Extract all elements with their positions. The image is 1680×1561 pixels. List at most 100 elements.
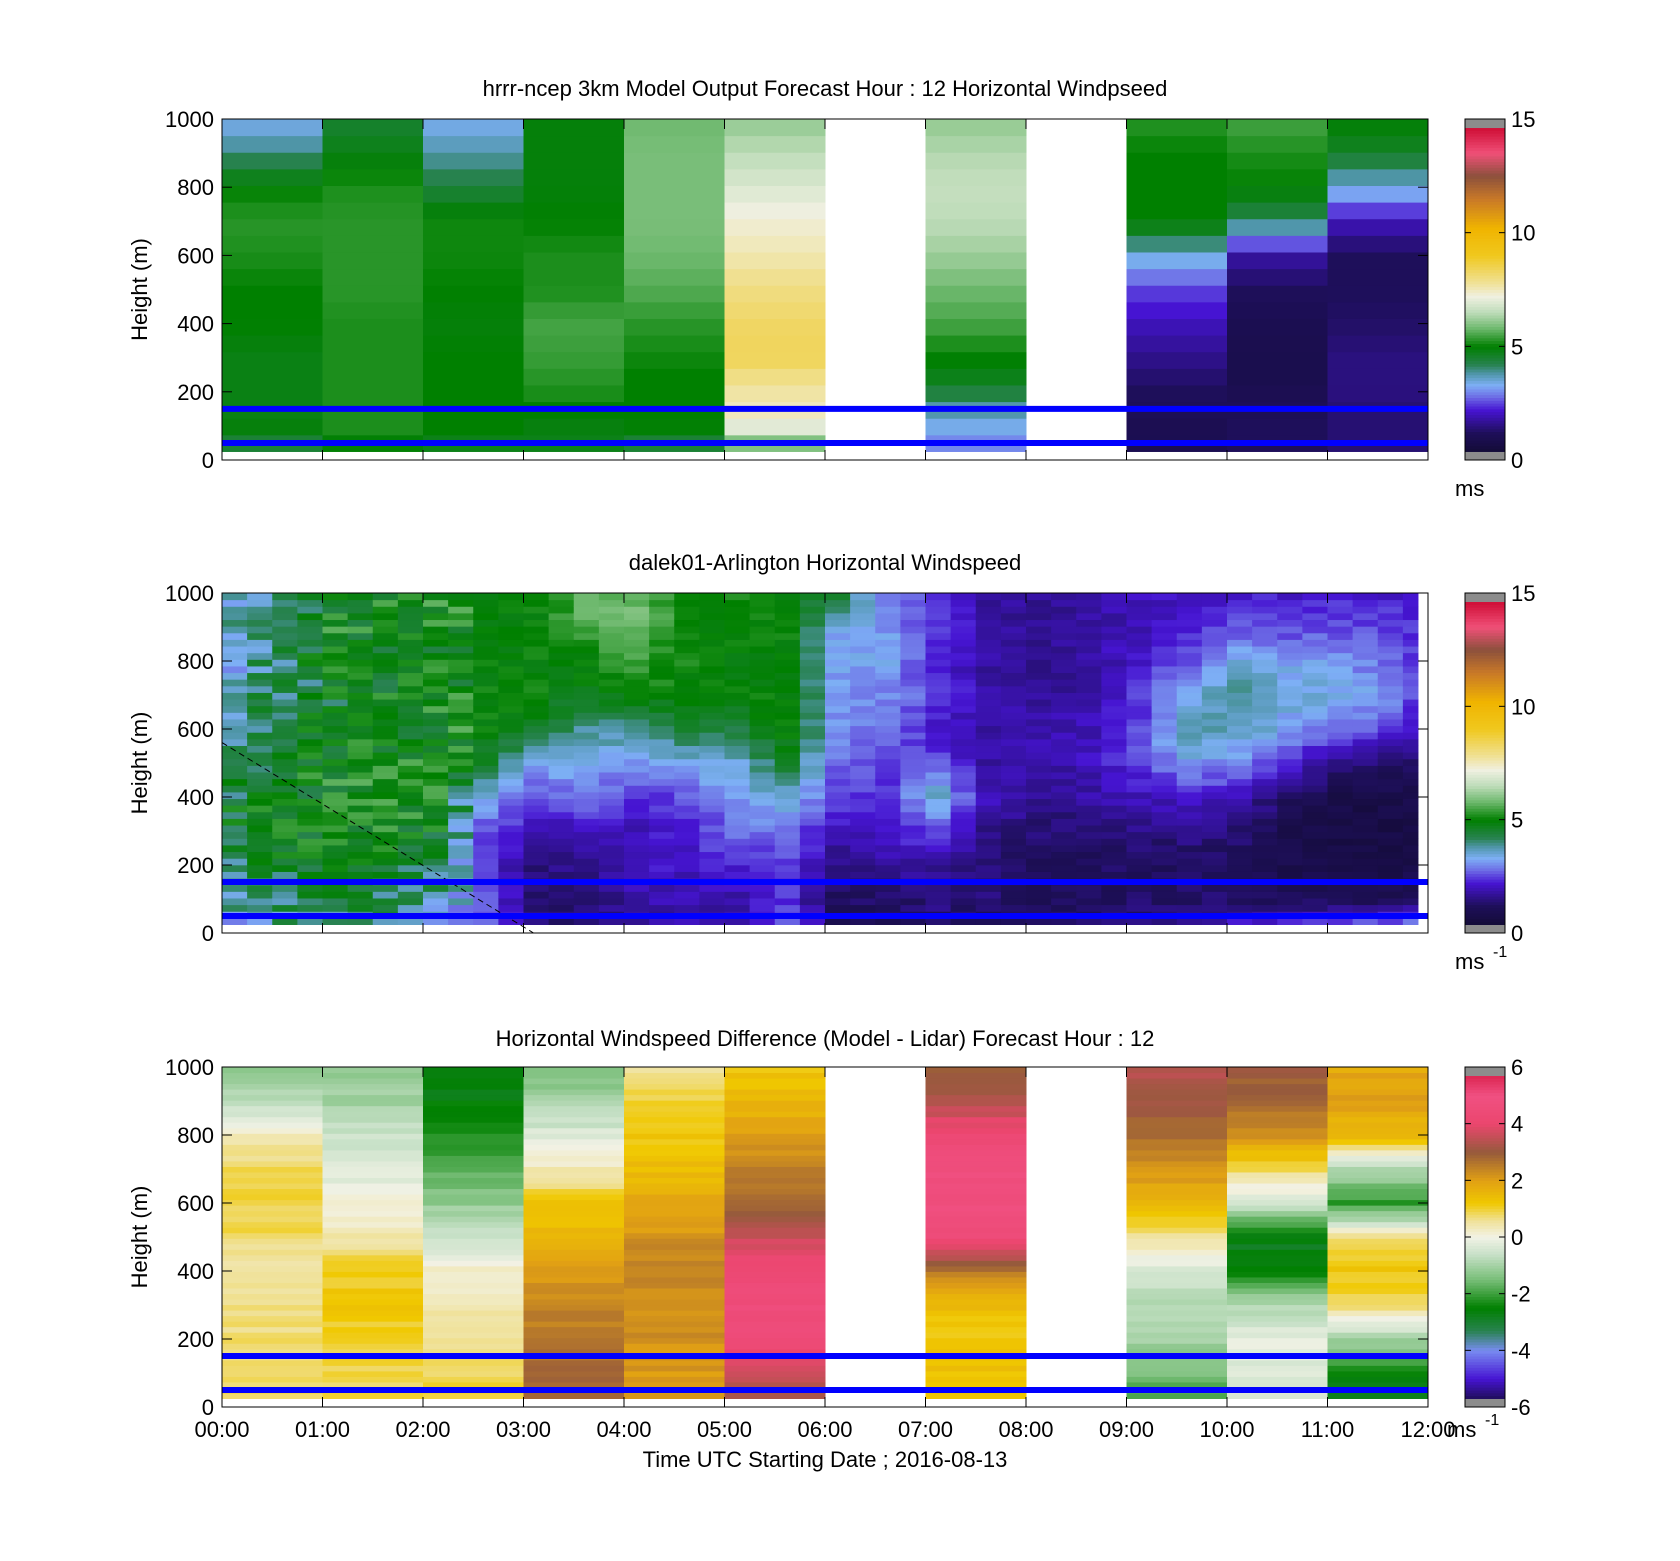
heatmap-cell [850,646,876,654]
heatmap-cell [875,593,901,601]
heatmap-cell [1126,1265,1228,1272]
heatmap-cell [1026,593,1052,601]
heatmap-cell [624,632,650,640]
colorbar-segment [1465,255,1505,259]
colorbar-segment [1465,303,1505,308]
heatmap-cell [925,606,952,614]
heatmap-cell [423,1072,524,1079]
heatmap-cell [624,1232,725,1239]
heatmap-cell [272,871,298,879]
heatmap-cell [925,1343,1027,1350]
heatmap-cell [372,639,399,647]
heatmap-cell [1101,692,1127,700]
heatmap-cell [247,619,273,627]
heatmap-cell [1201,593,1228,601]
x-tick-label: 07:00 [898,1417,953,1442]
colorbar-segment [1465,298,1505,302]
heatmap-cell [1126,301,1228,319]
heatmap-cell [222,1315,323,1322]
heatmap-cell [322,1326,424,1333]
y-tick-label: 200 [177,380,214,405]
heatmap-cell [900,699,926,707]
heatmap-cell [423,851,449,859]
heatmap-cell [850,672,876,680]
heatmap-cell [598,646,625,654]
heatmap-cell [222,335,323,353]
heatmap-cell [222,818,248,826]
heatmap-cell [523,904,550,912]
heatmap-cell [1201,685,1228,693]
heatmap-cell [774,732,801,740]
colorbar-segment [1465,374,1505,379]
heatmap-cell [724,712,751,720]
heatmap-cell [1227,1332,1328,1339]
heatmap-cell [925,904,952,912]
heatmap-cell [423,1122,524,1129]
heatmap-cell [322,851,349,859]
heatmap-cell [1176,805,1203,813]
heatmap-cell [222,1227,323,1234]
heatmap-cell [1126,1183,1228,1190]
heatmap-cell [347,725,374,733]
heatmap-cell [498,659,524,667]
heatmap-cell [1126,752,1153,760]
colorbar-segment [1465,1248,1505,1252]
heatmap-cell [523,619,550,627]
heatmap-cell [1126,1260,1228,1267]
heatmap-cell [573,599,600,607]
heatmap-cell [900,851,926,859]
heatmap-cell [372,891,399,899]
colorbar-segment [1465,1324,1505,1329]
heatmap-cell [749,838,776,846]
heatmap-cell [1101,699,1127,707]
heatmap-cell [498,758,524,766]
heatmap-cell [297,679,323,687]
heatmap-cell [1252,593,1278,601]
heatmap-cell [1252,745,1278,753]
heatmap-cell [523,884,550,892]
heatmap-cell [724,1166,826,1173]
heatmap-cell [473,818,499,826]
heatmap-cell [724,119,826,137]
heatmap-cell [222,699,248,707]
heatmap-cell [1201,679,1228,687]
heatmap-cell [1302,672,1328,680]
heatmap-cell [925,805,952,813]
heatmap-cell [247,659,273,667]
colorbar-segment [1465,207,1505,211]
heatmap-cell [222,384,323,403]
heatmap-cell [423,825,449,833]
heatmap-cell [448,606,474,614]
heatmap-cell [423,798,449,806]
heatmap-cell [1151,619,1178,627]
heatmap-cell [674,891,700,899]
colorbar-segment [1465,1288,1505,1292]
heatmap-cell [875,825,901,833]
heatmap-cell [1227,185,1328,203]
heatmap-cell [1252,705,1278,713]
heatmap-cell [523,1083,625,1090]
heatmap-cell [724,1155,826,1162]
heatmap-cell [1252,778,1278,786]
heatmap-cell [825,718,851,727]
colorbar-segment [1465,332,1505,336]
heatmap-cell [423,745,449,753]
heatmap-cell [423,692,449,700]
heatmap-cell [473,659,499,667]
heatmap-cell [1227,626,1253,634]
heatmap-cell [397,844,424,853]
heatmap-cell [1227,752,1253,760]
heatmap-cell [247,864,273,872]
heatmap-cell [1000,652,1027,660]
heatmap-cell [1126,1249,1228,1256]
colorbar-segment [1465,1143,1505,1147]
heatmap-cell [1327,1105,1429,1112]
heatmap-cell [523,1089,625,1096]
heatmap-cell [1201,772,1228,780]
heatmap-cell [322,772,349,780]
heatmap-cell [548,858,575,866]
heatmap-cell [1277,685,1303,693]
heatmap-cell [1176,745,1203,753]
heatmap-cell [724,1299,826,1306]
colorbar-segment [1465,1126,1505,1130]
